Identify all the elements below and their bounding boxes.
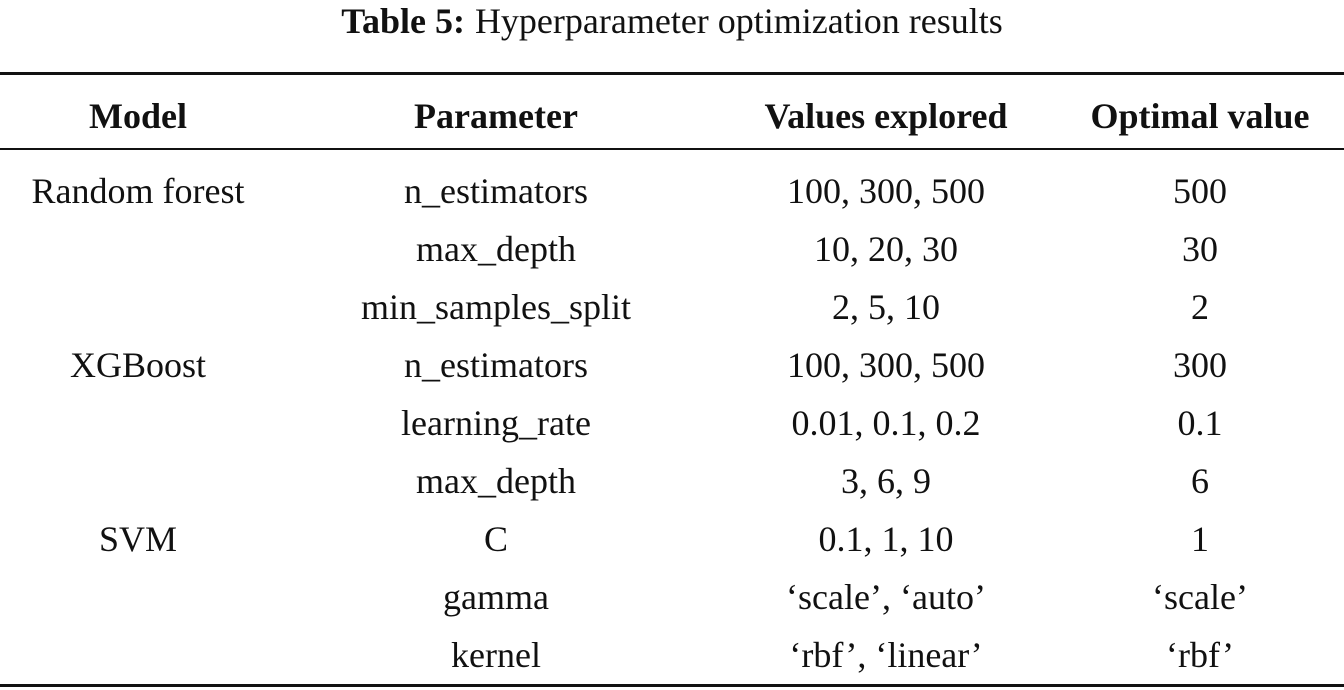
cell-optimal-value: 0.1 bbox=[1177, 403, 1223, 443]
cell-values-explored: 0.1, 1, 10 bbox=[818, 519, 954, 559]
cell-optimal-value: 1 bbox=[1191, 519, 1209, 559]
cell-optimal-value: 2 bbox=[1191, 287, 1209, 327]
header-values-explored: Values explored bbox=[764, 96, 1008, 136]
table-row: min_samples_split 2, 5, 10 2 bbox=[0, 278, 1344, 336]
bottom-rule bbox=[0, 684, 1344, 687]
table-row: max_depth 10, 20, 30 30 bbox=[0, 220, 1344, 278]
table-row: SVM C 0.1, 1, 10 1 bbox=[0, 510, 1344, 568]
table-caption: Table 5: Hyperparameter optimization resu… bbox=[0, 0, 1344, 42]
cell-values-explored: 2, 5, 10 bbox=[832, 287, 940, 327]
header-row: Model Parameter Values explored Optimal … bbox=[0, 84, 1344, 148]
cell-model: XGBoost bbox=[69, 345, 207, 385]
cell-parameter: n_estimators bbox=[404, 345, 588, 385]
header-spacer bbox=[0, 148, 1344, 162]
cell-values-explored: 100, 300, 500 bbox=[787, 171, 985, 211]
table-row: XGBoost n_estimators 100, 300, 500 300 bbox=[0, 336, 1344, 394]
cell-values-explored: 10, 20, 30 bbox=[814, 229, 958, 269]
cell-values-explored: ‘rbf’, ‘linear’ bbox=[789, 635, 983, 675]
cell-model bbox=[0, 278, 276, 336]
cell-parameter: C bbox=[483, 519, 508, 559]
cell-optimal-value: 500 bbox=[1173, 171, 1227, 211]
caption-text: Hyperparameter optimization results bbox=[474, 1, 1003, 41]
cell-model bbox=[0, 626, 276, 684]
cell-model bbox=[0, 394, 276, 452]
header-model: Model bbox=[89, 96, 187, 136]
table-row: kernel ‘rbf’, ‘linear’ ‘rbf’ bbox=[0, 626, 1344, 684]
table-row: learning_rate 0.01, 0.1, 0.2 0.1 bbox=[0, 394, 1344, 452]
top-rule bbox=[0, 72, 1344, 75]
cell-optimal-value: 6 bbox=[1191, 461, 1209, 501]
cell-values-explored: 0.01, 0.1, 0.2 bbox=[791, 403, 981, 443]
cell-model bbox=[0, 220, 276, 278]
cell-parameter: learning_rate bbox=[401, 403, 591, 443]
cell-parameter: max_depth bbox=[416, 229, 576, 269]
cell-model: SVM bbox=[98, 519, 178, 559]
cell-model bbox=[0, 452, 276, 510]
caption-label: Table 5: bbox=[341, 1, 465, 41]
cell-model bbox=[0, 568, 276, 626]
cell-values-explored: 100, 300, 500 bbox=[787, 345, 985, 385]
results-table: Model Parameter Values explored Optimal … bbox=[0, 84, 1344, 684]
header-rule bbox=[0, 148, 1344, 150]
table-row: gamma ‘scale’, ‘auto’ ‘scale’ bbox=[0, 568, 1344, 626]
cell-parameter: max_depth bbox=[416, 461, 576, 501]
cell-values-explored: 3, 6, 9 bbox=[841, 461, 931, 501]
cell-values-explored: ‘scale’, ‘auto’ bbox=[786, 577, 986, 617]
header-parameter: Parameter bbox=[414, 96, 578, 136]
cell-parameter: min_samples_split bbox=[361, 287, 631, 327]
header-optimal-value: Optimal value bbox=[1090, 96, 1310, 136]
cell-optimal-value: ‘scale’ bbox=[1152, 577, 1248, 617]
cell-optimal-value: 30 bbox=[1182, 229, 1218, 269]
table-row: Random forest n_estimators 100, 300, 500… bbox=[0, 162, 1344, 220]
cell-model: Random forest bbox=[31, 171, 245, 211]
cell-parameter: gamma bbox=[443, 577, 549, 617]
cell-parameter: kernel bbox=[451, 635, 541, 675]
cell-optimal-value: ‘rbf’ bbox=[1166, 635, 1234, 675]
cell-optimal-value: 300 bbox=[1173, 345, 1227, 385]
table-row: max_depth 3, 6, 9 6 bbox=[0, 452, 1344, 510]
cell-parameter: n_estimators bbox=[404, 171, 588, 211]
